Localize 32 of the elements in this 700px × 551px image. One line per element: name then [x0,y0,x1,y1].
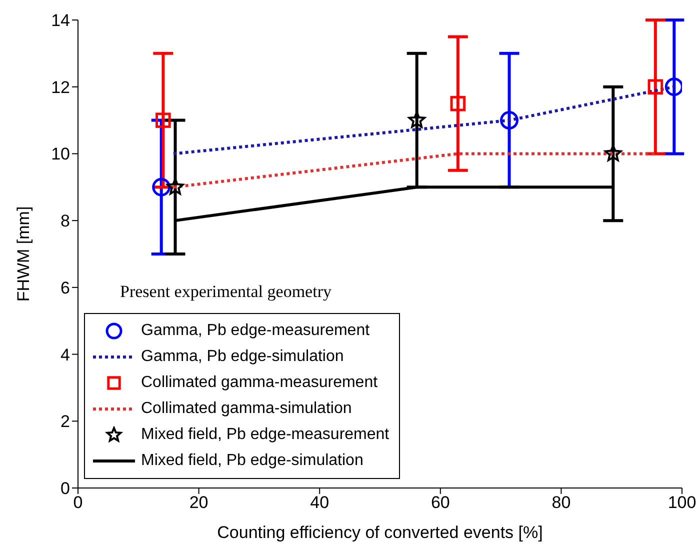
legend-label: Mixed field, Pb edge-simulation [141,452,364,470]
point [604,144,622,162]
legend-label: Collimated gamma-measurement [141,374,378,392]
point [152,178,171,196]
x-tick-label: 0 [73,493,83,512]
y-tick-label: 14 [51,11,70,30]
legend-label: Gamma, Pb edge-measurement [141,322,370,340]
point [648,79,664,95]
y-tick-label: 0 [60,479,70,498]
point [156,112,171,128]
point [500,111,519,130]
x-tick-label: 100 [668,493,696,512]
y-tick-label: 6 [60,278,70,298]
point [450,96,466,112]
point [166,178,184,195]
y-axis-title: FHWM [mm] [14,206,34,302]
x-tick-label: 20 [189,493,208,512]
y-tick-label: 4 [60,345,70,364]
legend-label: Mixed field, Pb edge-measurement [141,426,390,444]
y-tick-label: 2 [60,412,70,432]
point [408,111,426,128]
x-tick-label: 80 [552,493,571,512]
x-tick-label: 40 [310,493,330,512]
y-tick-label: 12 [51,78,70,97]
x-tick-label: 60 [430,493,450,512]
legend-label: Collimated gamma-simulation [141,400,352,418]
legend-label: Gamma, Pb edge-simulation [141,348,344,366]
y-tick-label: 10 [51,144,70,164]
x-axis-title: Counting efficiency of converted events [%] [217,523,543,542]
y-tick-label: 8 [60,212,70,231]
point [664,78,682,96]
annotation: Present experimental geometry [120,282,332,302]
